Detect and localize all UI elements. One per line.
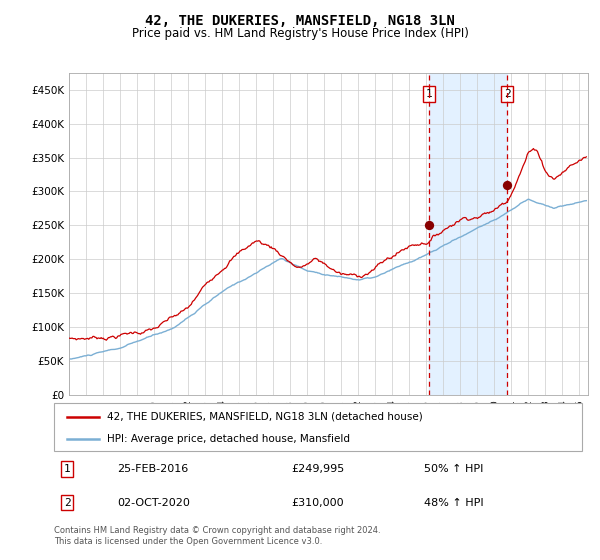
Text: 50% ↑ HPI: 50% ↑ HPI bbox=[424, 464, 483, 474]
Text: HPI: Average price, detached house, Mansfield: HPI: Average price, detached house, Mans… bbox=[107, 434, 350, 444]
Text: 25-FEB-2016: 25-FEB-2016 bbox=[118, 464, 188, 474]
Text: 2: 2 bbox=[504, 88, 511, 99]
Text: £310,000: £310,000 bbox=[292, 498, 344, 507]
Text: 1: 1 bbox=[64, 464, 71, 474]
FancyBboxPatch shape bbox=[54, 403, 582, 451]
Text: 02-OCT-2020: 02-OCT-2020 bbox=[118, 498, 190, 507]
Text: 48% ↑ HPI: 48% ↑ HPI bbox=[424, 498, 483, 507]
Point bbox=[502, 180, 512, 189]
Text: Price paid vs. HM Land Registry's House Price Index (HPI): Price paid vs. HM Land Registry's House … bbox=[131, 27, 469, 40]
Point bbox=[424, 221, 434, 230]
Text: 2: 2 bbox=[64, 498, 71, 507]
Text: Contains HM Land Registry data © Crown copyright and database right 2024.
This d: Contains HM Land Registry data © Crown c… bbox=[54, 526, 380, 546]
Bar bbox=[429, 73, 507, 395]
Text: 1: 1 bbox=[425, 88, 432, 99]
Text: 42, THE DUKERIES, MANSFIELD, NG18 3LN (detached house): 42, THE DUKERIES, MANSFIELD, NG18 3LN (d… bbox=[107, 412, 422, 422]
Text: £249,995: £249,995 bbox=[292, 464, 345, 474]
Text: 42, THE DUKERIES, MANSFIELD, NG18 3LN: 42, THE DUKERIES, MANSFIELD, NG18 3LN bbox=[145, 14, 455, 28]
